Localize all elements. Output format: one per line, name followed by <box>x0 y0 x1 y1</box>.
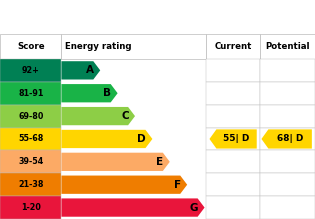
Bar <box>61 34 206 59</box>
Text: Score: Score <box>17 42 44 51</box>
Bar <box>206 127 260 150</box>
Text: 92+: 92+ <box>22 66 40 75</box>
Text: 81-91: 81-91 <box>18 89 43 98</box>
Bar <box>206 34 260 59</box>
Polygon shape <box>61 84 117 102</box>
Polygon shape <box>61 130 152 148</box>
Bar <box>260 105 315 127</box>
Text: D: D <box>137 134 146 144</box>
Text: Potential: Potential <box>265 42 310 51</box>
Bar <box>260 127 315 150</box>
Bar <box>206 105 260 127</box>
Bar <box>260 82 315 105</box>
Bar <box>260 173 315 196</box>
Text: F: F <box>174 180 181 190</box>
Bar <box>260 150 315 173</box>
Text: E: E <box>156 157 163 167</box>
Polygon shape <box>61 153 170 171</box>
Bar <box>0 127 61 150</box>
Text: B: B <box>103 88 111 98</box>
Bar <box>260 34 315 59</box>
Text: Energy rating: Energy rating <box>65 42 131 51</box>
Bar <box>0 196 61 219</box>
Text: 1-20: 1-20 <box>21 203 41 212</box>
Text: 55| D: 55| D <box>223 134 250 143</box>
Polygon shape <box>61 61 100 79</box>
Bar <box>260 196 315 219</box>
Bar <box>0 59 61 82</box>
Text: 68| D: 68| D <box>277 134 303 143</box>
Text: 55-68: 55-68 <box>18 134 43 143</box>
Bar <box>206 196 260 219</box>
Bar <box>0 105 61 127</box>
Bar <box>206 82 260 105</box>
Bar <box>0 150 61 173</box>
Text: C: C <box>121 111 129 121</box>
Polygon shape <box>261 129 312 148</box>
Polygon shape <box>61 176 187 194</box>
Bar <box>0 173 61 196</box>
Text: A: A <box>86 65 94 75</box>
Text: 21-38: 21-38 <box>18 180 43 189</box>
Bar <box>260 59 315 82</box>
Bar <box>206 59 260 82</box>
Text: Current: Current <box>215 42 252 51</box>
Bar <box>206 150 260 173</box>
Bar <box>206 173 260 196</box>
Text: Energy Efficiency Rating: Energy Efficiency Rating <box>8 11 191 23</box>
Text: G: G <box>190 203 198 213</box>
Polygon shape <box>61 107 135 125</box>
Text: 69-80: 69-80 <box>18 112 43 121</box>
Bar <box>0 34 61 59</box>
Bar <box>0 82 61 105</box>
Text: 39-54: 39-54 <box>18 157 43 166</box>
Polygon shape <box>209 129 257 148</box>
Polygon shape <box>61 198 204 217</box>
